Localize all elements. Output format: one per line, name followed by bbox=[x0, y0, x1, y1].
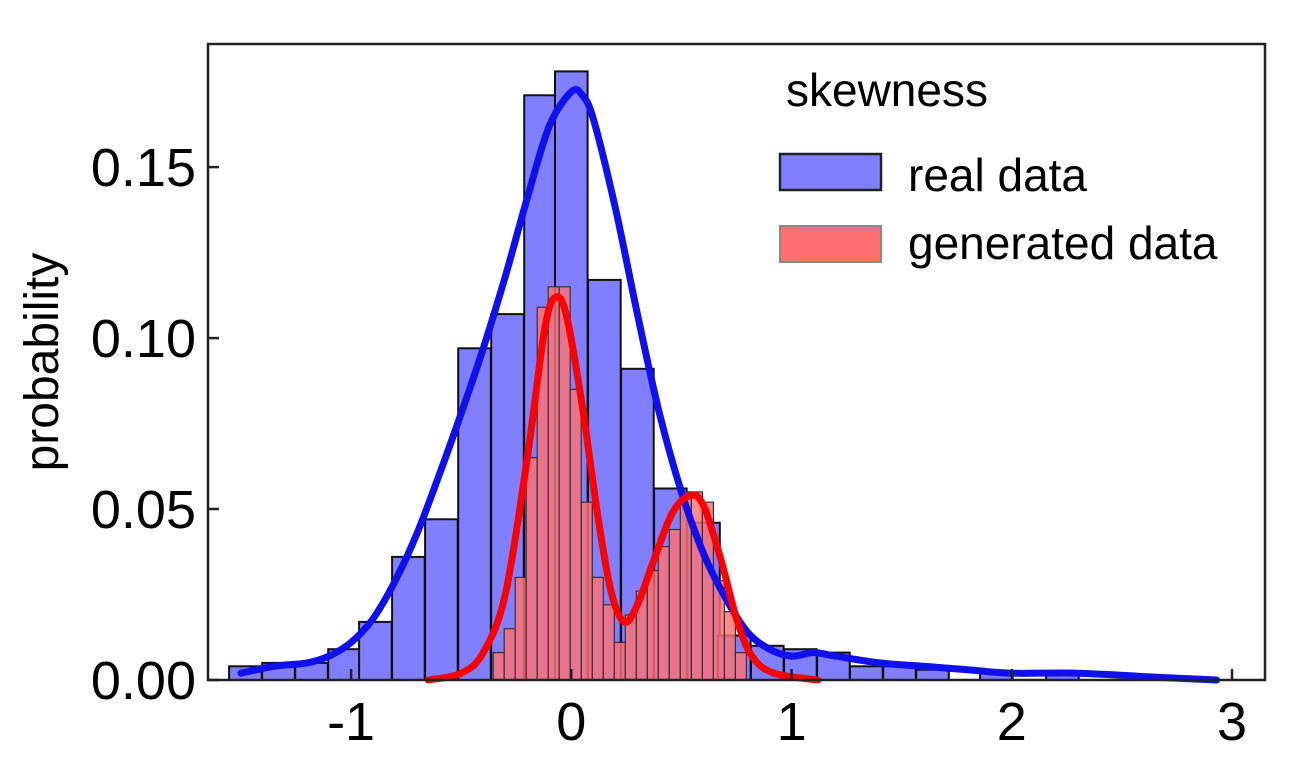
x-tick-label: 2 bbox=[997, 692, 1027, 752]
legend-label-real-data: real data bbox=[908, 149, 1087, 201]
x-tick-label: -1 bbox=[327, 692, 375, 752]
generated-data-bar bbox=[558, 286, 571, 681]
generated-data-bar bbox=[734, 651, 748, 681]
y-axis-ticks: 0.00 0.05 0.10 0.15 bbox=[91, 138, 219, 711]
legend-swatch-generated-data bbox=[779, 225, 882, 263]
real-data-density-line bbox=[237, 85, 1221, 684]
legend-title: skewness bbox=[786, 64, 988, 116]
y-tick-label: 0.10 bbox=[91, 309, 196, 369]
generated-data-bar bbox=[723, 610, 737, 681]
legend: skewness real data generated data bbox=[778, 64, 1218, 269]
real-data-bar bbox=[849, 665, 884, 681]
legend-label-generated-data: generated data bbox=[908, 217, 1218, 269]
generated-data-bar bbox=[591, 576, 604, 681]
generated-data-bar bbox=[569, 388, 582, 681]
legend-swatch-real-data bbox=[778, 152, 883, 192]
generated-data-bar bbox=[613, 641, 626, 681]
x-tick-label: 3 bbox=[1217, 692, 1247, 752]
x-axis-ticks: -1 0 1 2 3 bbox=[327, 669, 1247, 752]
generated-data-density-line bbox=[424, 293, 822, 684]
plot-frame bbox=[206, 42, 1267, 682]
generated-data-bar bbox=[492, 651, 505, 681]
generated-data-bar bbox=[503, 628, 516, 681]
generated-data-bar bbox=[668, 528, 681, 681]
real-data-bar bbox=[424, 518, 459, 681]
generated-data-bar bbox=[646, 569, 659, 681]
y-axis-label: probability bbox=[16, 253, 69, 472]
generated-data-bar bbox=[547, 286, 560, 681]
generated-data-bar bbox=[580, 501, 593, 681]
x-tick-label: 0 bbox=[556, 692, 586, 752]
generated-data-bar bbox=[657, 545, 670, 681]
x-tick-label: 1 bbox=[777, 692, 807, 752]
density-curves bbox=[237, 85, 1221, 684]
plot-background bbox=[208, 44, 1265, 680]
generated-data-bar bbox=[514, 576, 527, 681]
y-tick-label: 0.15 bbox=[91, 138, 196, 198]
y-tick-label: 0.00 bbox=[91, 651, 196, 711]
y-tick-label: 0.05 bbox=[91, 480, 196, 540]
generated-data-bar bbox=[602, 604, 615, 681]
generated-data-bar bbox=[525, 457, 538, 681]
